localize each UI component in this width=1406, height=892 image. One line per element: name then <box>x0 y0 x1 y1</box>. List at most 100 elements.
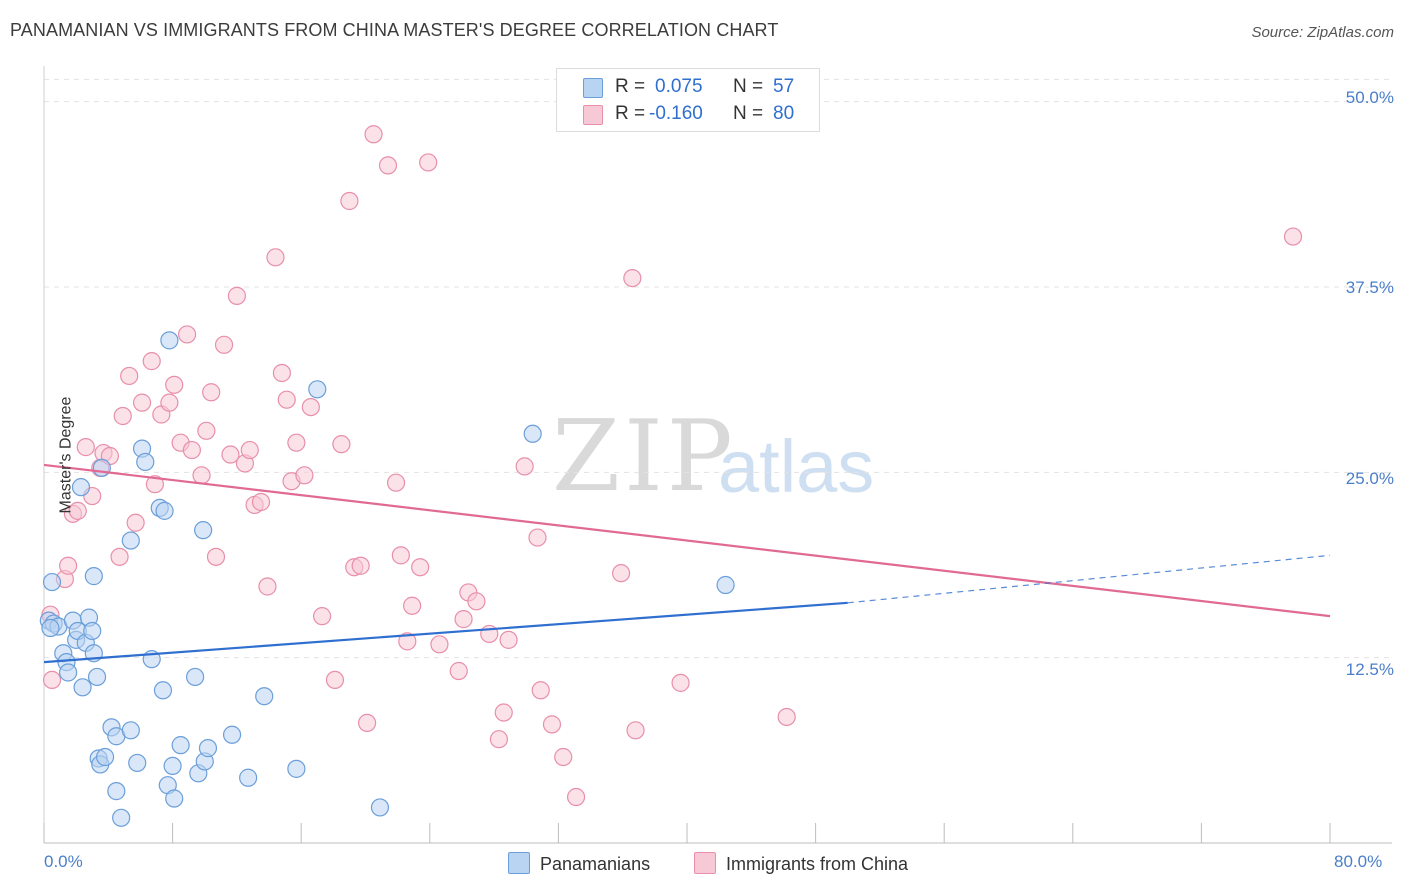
data-point <box>71 478 91 497</box>
data-point <box>92 458 111 477</box>
data-point <box>41 618 60 638</box>
data-point <box>378 156 398 175</box>
legend-n-label: N = <box>733 76 764 97</box>
data-point <box>351 556 370 575</box>
chart-title: PANAMANIAN VS IMMIGRANTS FROM CHINA MAST… <box>10 20 779 40</box>
trend-line-panamanians-extension <box>847 554 1331 604</box>
y-tick-label: 37.5% <box>1345 278 1394 297</box>
series-immigrants-from-china <box>41 125 1303 807</box>
data-point <box>403 596 422 615</box>
bottom-legend-china: Immigrants from China <box>694 852 908 875</box>
bottom-legend-swatch-pink <box>694 852 716 874</box>
axes <box>43 66 1392 844</box>
data-point <box>419 153 438 172</box>
data-point <box>542 715 562 734</box>
data-point <box>287 433 306 452</box>
data-point <box>449 661 468 681</box>
data-point <box>192 466 211 485</box>
data-point <box>301 397 320 417</box>
legend-r-value: 0.075 <box>655 76 703 97</box>
data-point <box>277 390 296 409</box>
data-point <box>160 331 179 350</box>
data-point <box>73 678 92 697</box>
data-point <box>332 435 351 454</box>
data-point <box>142 352 161 371</box>
data-point <box>312 607 332 626</box>
data-point <box>126 513 145 532</box>
data-point <box>531 681 550 700</box>
data-point <box>155 501 174 520</box>
source-credit: Source: ZipAtlas.com <box>1251 24 1394 41</box>
data-point <box>186 667 205 687</box>
y-axis-label: Master's Degree <box>57 396 75 514</box>
data-point <box>113 406 132 426</box>
data-point <box>68 501 87 520</box>
watermark-zip: ZIP <box>552 400 737 514</box>
data-point <box>251 492 271 512</box>
data-point <box>214 335 234 354</box>
data-point <box>515 457 534 476</box>
data-point <box>197 421 216 440</box>
data-point <box>716 575 735 595</box>
data-point <box>194 521 213 540</box>
data-point <box>364 125 383 144</box>
data-point <box>566 787 586 807</box>
data-point <box>59 556 78 575</box>
data-point <box>83 621 102 641</box>
legend-n-label: N = <box>733 103 764 124</box>
data-point <box>222 725 242 744</box>
data-point <box>398 632 417 651</box>
data-point <box>623 268 642 288</box>
x-tick-label-min: 0.0% <box>44 852 83 871</box>
data-point <box>153 681 173 700</box>
data-point <box>340 191 359 211</box>
trend-lines <box>43 463 1331 664</box>
y-tick-label: 12.5% <box>1345 660 1394 679</box>
data-point <box>671 673 690 692</box>
data-point <box>272 363 292 383</box>
y-tick-label: 50.0% <box>1345 88 1394 107</box>
data-point <box>163 756 182 776</box>
legend-r-value: -0.160 <box>649 103 703 124</box>
data-point <box>206 547 226 566</box>
data-point <box>132 393 152 412</box>
data-point <box>1283 227 1303 246</box>
data-point <box>177 325 197 344</box>
data-point <box>611 564 631 583</box>
series-panamanians <box>39 331 735 827</box>
data-point <box>202 383 221 402</box>
data-point <box>489 730 509 749</box>
data-point <box>467 592 486 611</box>
bottom-legend-swatch-blue <box>508 852 530 874</box>
data-point <box>160 393 179 412</box>
correlation-legend: R = 0.075 N = 57 R = -0.160 N = 80 <box>556 68 820 132</box>
data-point <box>308 380 327 399</box>
data-point <box>626 721 645 740</box>
watermark-atlas: atlas <box>718 425 875 508</box>
data-point <box>76 438 95 457</box>
data-point <box>227 286 246 305</box>
legend-swatch-blue <box>583 78 603 98</box>
y-tick-label: 25.0% <box>1345 469 1394 488</box>
data-point <box>391 546 410 565</box>
legend-r-label: R = <box>615 76 646 97</box>
data-point <box>777 707 796 727</box>
x-tick-label-max: 80.0% <box>1334 852 1383 871</box>
data-point <box>136 452 155 472</box>
data-point <box>494 703 513 722</box>
data-point <box>165 789 184 808</box>
data-point <box>145 475 165 494</box>
data-point <box>258 577 277 596</box>
data-point <box>295 466 314 485</box>
data-point <box>528 528 547 547</box>
data-point <box>370 798 390 817</box>
bottom-legend-label: Panamanians <box>540 854 651 874</box>
data-point <box>165 375 184 394</box>
trend-line-china <box>43 463 1331 618</box>
data-point <box>454 610 473 629</box>
data-point <box>499 630 518 649</box>
grid-lines <box>44 78 1392 659</box>
data-point <box>42 572 62 592</box>
bottom-legend-panamanians: Panamanians <box>508 852 650 875</box>
